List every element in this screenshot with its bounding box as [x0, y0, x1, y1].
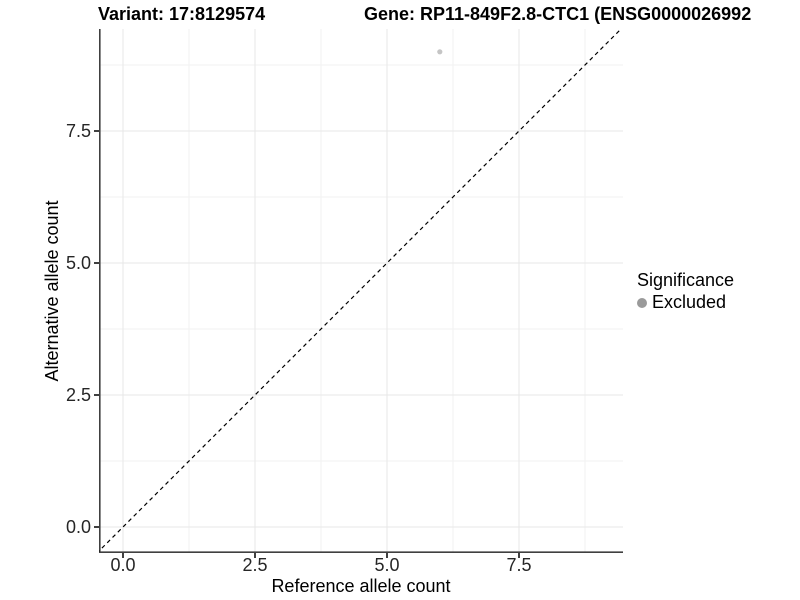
x-tick-mark	[254, 553, 256, 558]
y-tick-label: 7.5	[65, 120, 91, 141]
legend-point-icon	[637, 297, 647, 308]
x-tick-mark	[518, 553, 520, 558]
x-tick-mark	[386, 553, 388, 558]
data-point	[437, 49, 443, 55]
x-tick-label: 2.5	[242, 555, 268, 575]
legend-entry-label: Excluded	[652, 292, 727, 312]
x-tick-mark	[122, 553, 124, 558]
y-axis-title: Alternative allele count	[42, 200, 62, 382]
plot-panel-svg	[99, 29, 623, 553]
x-axis-title: Reference allele count	[271, 576, 451, 596]
y-tick-label: 5.0	[65, 252, 91, 273]
y-tick-mark	[94, 394, 99, 396]
y-tick-mark	[94, 262, 99, 264]
y-tick-label: 0.0	[65, 516, 91, 537]
identity-dashed-line	[99, 29, 622, 552]
plot-panel	[99, 29, 623, 553]
x-tick-label: 0.0	[110, 555, 136, 575]
variant-title: Variant: 17:8129574	[98, 4, 266, 24]
legend: Significance Excluded	[637, 270, 734, 312]
legend-title: Significance	[637, 270, 735, 290]
x-tick-label: 7.5	[506, 555, 532, 575]
legend-entry: Excluded	[637, 293, 734, 312]
y-tick-mark	[94, 526, 99, 528]
legend-entries: Excluded	[637, 293, 734, 312]
gene-title: Gene: RP11-849F2.8-CTC1 (ENSG0000026992	[364, 4, 752, 24]
y-tick-label: 2.5	[65, 384, 91, 405]
x-tick-label: 5.0	[374, 555, 400, 575]
y-tick-mark	[94, 130, 99, 132]
